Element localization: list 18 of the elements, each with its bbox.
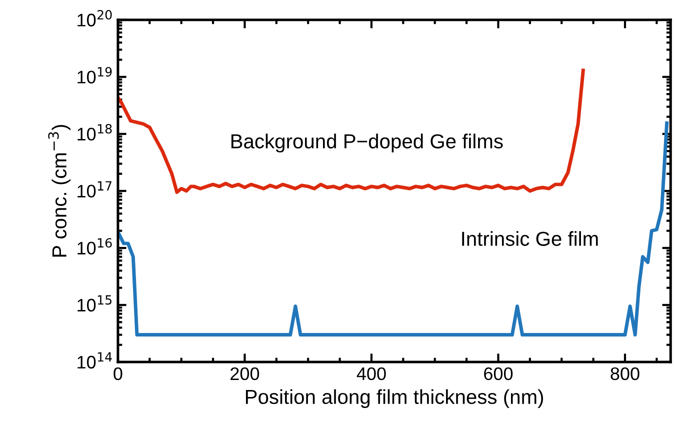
x-tick-label: 200	[230, 367, 260, 380]
y-axis-title: P conc. (cm$^{−3}$)	[48, 125, 70, 257]
x-tick-label: 800	[610, 367, 640, 380]
x-tick-label: 400	[356, 367, 386, 380]
y-tick-label: 10$^{17}$	[78, 181, 112, 198]
y-tick-label: 10$^{16}$	[78, 238, 112, 255]
x-tick-label: 600	[484, 367, 513, 380]
y-tick-label: 10$^{20}$	[78, 10, 112, 26]
line-series	[118, 121, 669, 337]
x-axis-title: Position along film thickness (nm)	[246, 389, 544, 408]
series-label: Background P−doped Ge films	[231, 134, 503, 152]
x-tick-label: 0	[114, 367, 122, 380]
line-series	[118, 68, 585, 194]
y-tick-label: 10$^{19}$	[78, 67, 112, 84]
y-tick-label: 10$^{15}$	[78, 295, 112, 312]
text: Intrinsic Ge film	[462, 231, 598, 246]
y-tick-label: 10$^{18}$	[78, 124, 112, 141]
y-tick-label: 10$^{14}$	[78, 352, 112, 369]
